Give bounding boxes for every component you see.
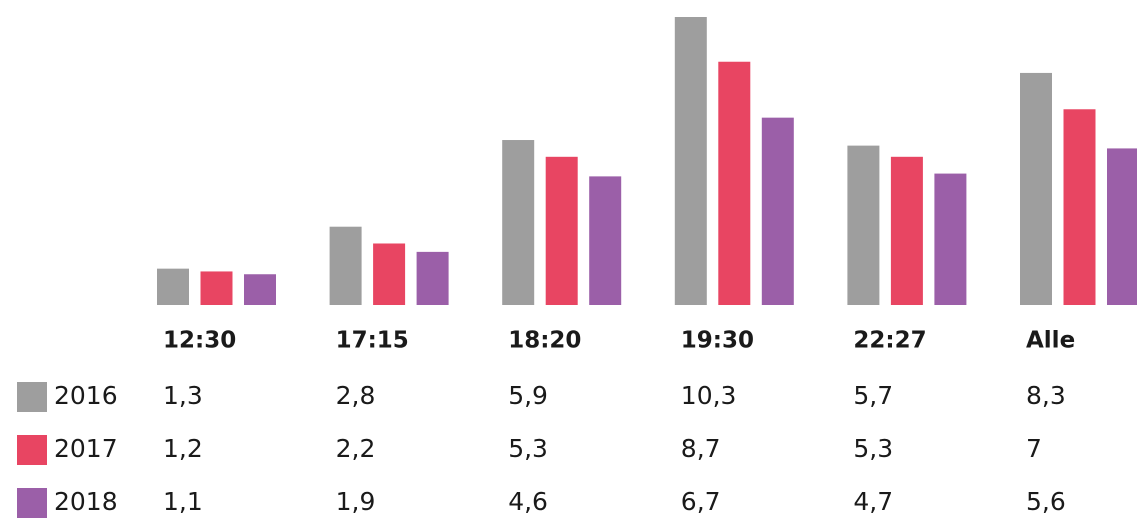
table-value: 5,3 xyxy=(508,434,548,463)
table-value: 5,9 xyxy=(508,381,548,410)
legend-label: 2017 xyxy=(54,434,118,463)
table-value: 2,2 xyxy=(336,434,376,463)
bar xyxy=(1107,148,1137,305)
table-value: 1,3 xyxy=(163,381,203,410)
table-value: 1,2 xyxy=(163,434,203,463)
legend-swatch xyxy=(17,382,47,412)
table-value: 6,7 xyxy=(681,487,721,516)
table-value: 2,8 xyxy=(336,381,376,410)
table-value: 10,3 xyxy=(681,381,737,410)
bar xyxy=(1063,109,1096,305)
bar xyxy=(589,176,622,305)
legend-label: 2016 xyxy=(54,381,118,410)
bar xyxy=(329,226,362,305)
bar xyxy=(674,17,707,305)
category-label: 12:30 xyxy=(163,328,236,354)
bar xyxy=(200,271,233,305)
category-label: Alle xyxy=(1026,328,1075,354)
legend-swatch xyxy=(17,435,47,465)
table-value: 1,1 xyxy=(163,487,203,516)
bar xyxy=(847,145,880,305)
table-value: 4,7 xyxy=(853,487,893,516)
bar xyxy=(890,156,923,305)
bar xyxy=(157,268,189,305)
bar xyxy=(244,274,276,305)
table-value: 5,7 xyxy=(853,381,893,410)
bar xyxy=(416,251,449,305)
legend-swatch xyxy=(17,488,47,518)
legend-label: 2018 xyxy=(54,487,118,516)
table-value: 7 xyxy=(1026,434,1042,463)
bar xyxy=(718,61,751,305)
table-value: 5,6 xyxy=(1026,487,1066,516)
bar xyxy=(545,156,578,305)
table-value: 1,9 xyxy=(336,487,376,516)
table-value: 8,7 xyxy=(681,434,721,463)
bar xyxy=(1020,72,1052,305)
table-value: 4,6 xyxy=(508,487,548,516)
bar xyxy=(934,173,967,305)
category-label: 18:20 xyxy=(508,328,581,354)
bar xyxy=(373,243,406,305)
category-label: 17:15 xyxy=(336,328,409,354)
table-value: 5,3 xyxy=(853,434,893,463)
table-value: 8,3 xyxy=(1026,381,1066,410)
bar xyxy=(761,117,794,306)
bar xyxy=(502,140,535,305)
category-label: 22:27 xyxy=(853,328,926,354)
category-label: 19:30 xyxy=(681,328,754,354)
